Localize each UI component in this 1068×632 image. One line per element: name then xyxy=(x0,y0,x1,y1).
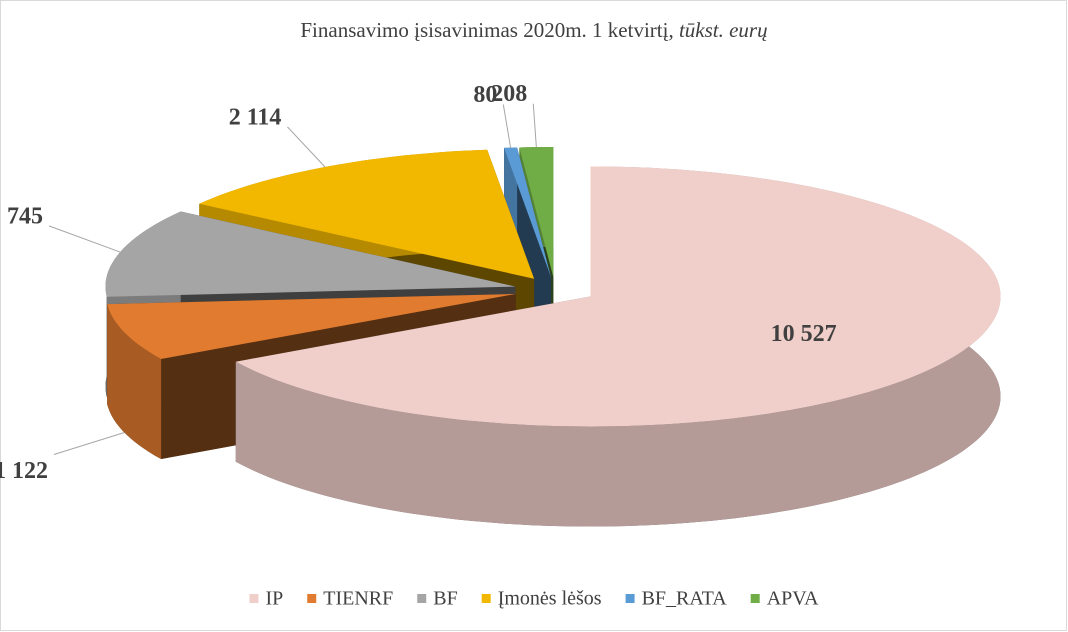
value-label: 208 xyxy=(491,81,527,107)
slice-top xyxy=(107,293,516,359)
value-label: 1 122 xyxy=(0,458,48,484)
leader-line xyxy=(502,104,512,148)
leader-line xyxy=(48,225,121,253)
slice-top xyxy=(105,211,516,297)
leader-line xyxy=(53,432,125,455)
leader-line xyxy=(287,126,326,168)
legend-swatch xyxy=(249,594,259,603)
slice-side xyxy=(107,304,162,459)
value-label: 10 527 xyxy=(771,321,837,347)
legend-swatch xyxy=(481,594,491,603)
value-label: 80 xyxy=(473,82,497,108)
chart-title: Finansavimo įsisavinimas 2020m. 1 ketvir… xyxy=(300,18,767,42)
title-main: Finansavimo įsisavinimas 2020m. 1 ketvir… xyxy=(300,18,673,42)
legend-label: TIENRF xyxy=(323,588,393,610)
value-label: 2 114 xyxy=(229,104,282,130)
title-unit: tūkst. eurų xyxy=(679,18,768,42)
legend-swatch xyxy=(625,594,635,603)
legend-swatch xyxy=(307,594,317,603)
leader-line xyxy=(532,103,537,148)
legend-label: APVA xyxy=(767,588,819,610)
legend-label: BF_RATA xyxy=(642,588,728,610)
legend-swatch xyxy=(750,594,760,603)
legend-label: IP xyxy=(265,588,283,610)
legend-swatch xyxy=(417,594,427,603)
legend-label: BF xyxy=(433,588,457,610)
slice-top xyxy=(504,147,551,278)
slice-top xyxy=(199,149,535,279)
legend: IP TIENRF BF Įmonės lėšos BF_RATA APVA xyxy=(249,588,819,610)
slice-top xyxy=(519,147,554,277)
slice-top xyxy=(235,166,1001,427)
slice xyxy=(235,166,1001,527)
legend-label: Įmonės lėšos xyxy=(498,588,602,610)
value-label: 1 745 xyxy=(0,203,43,229)
